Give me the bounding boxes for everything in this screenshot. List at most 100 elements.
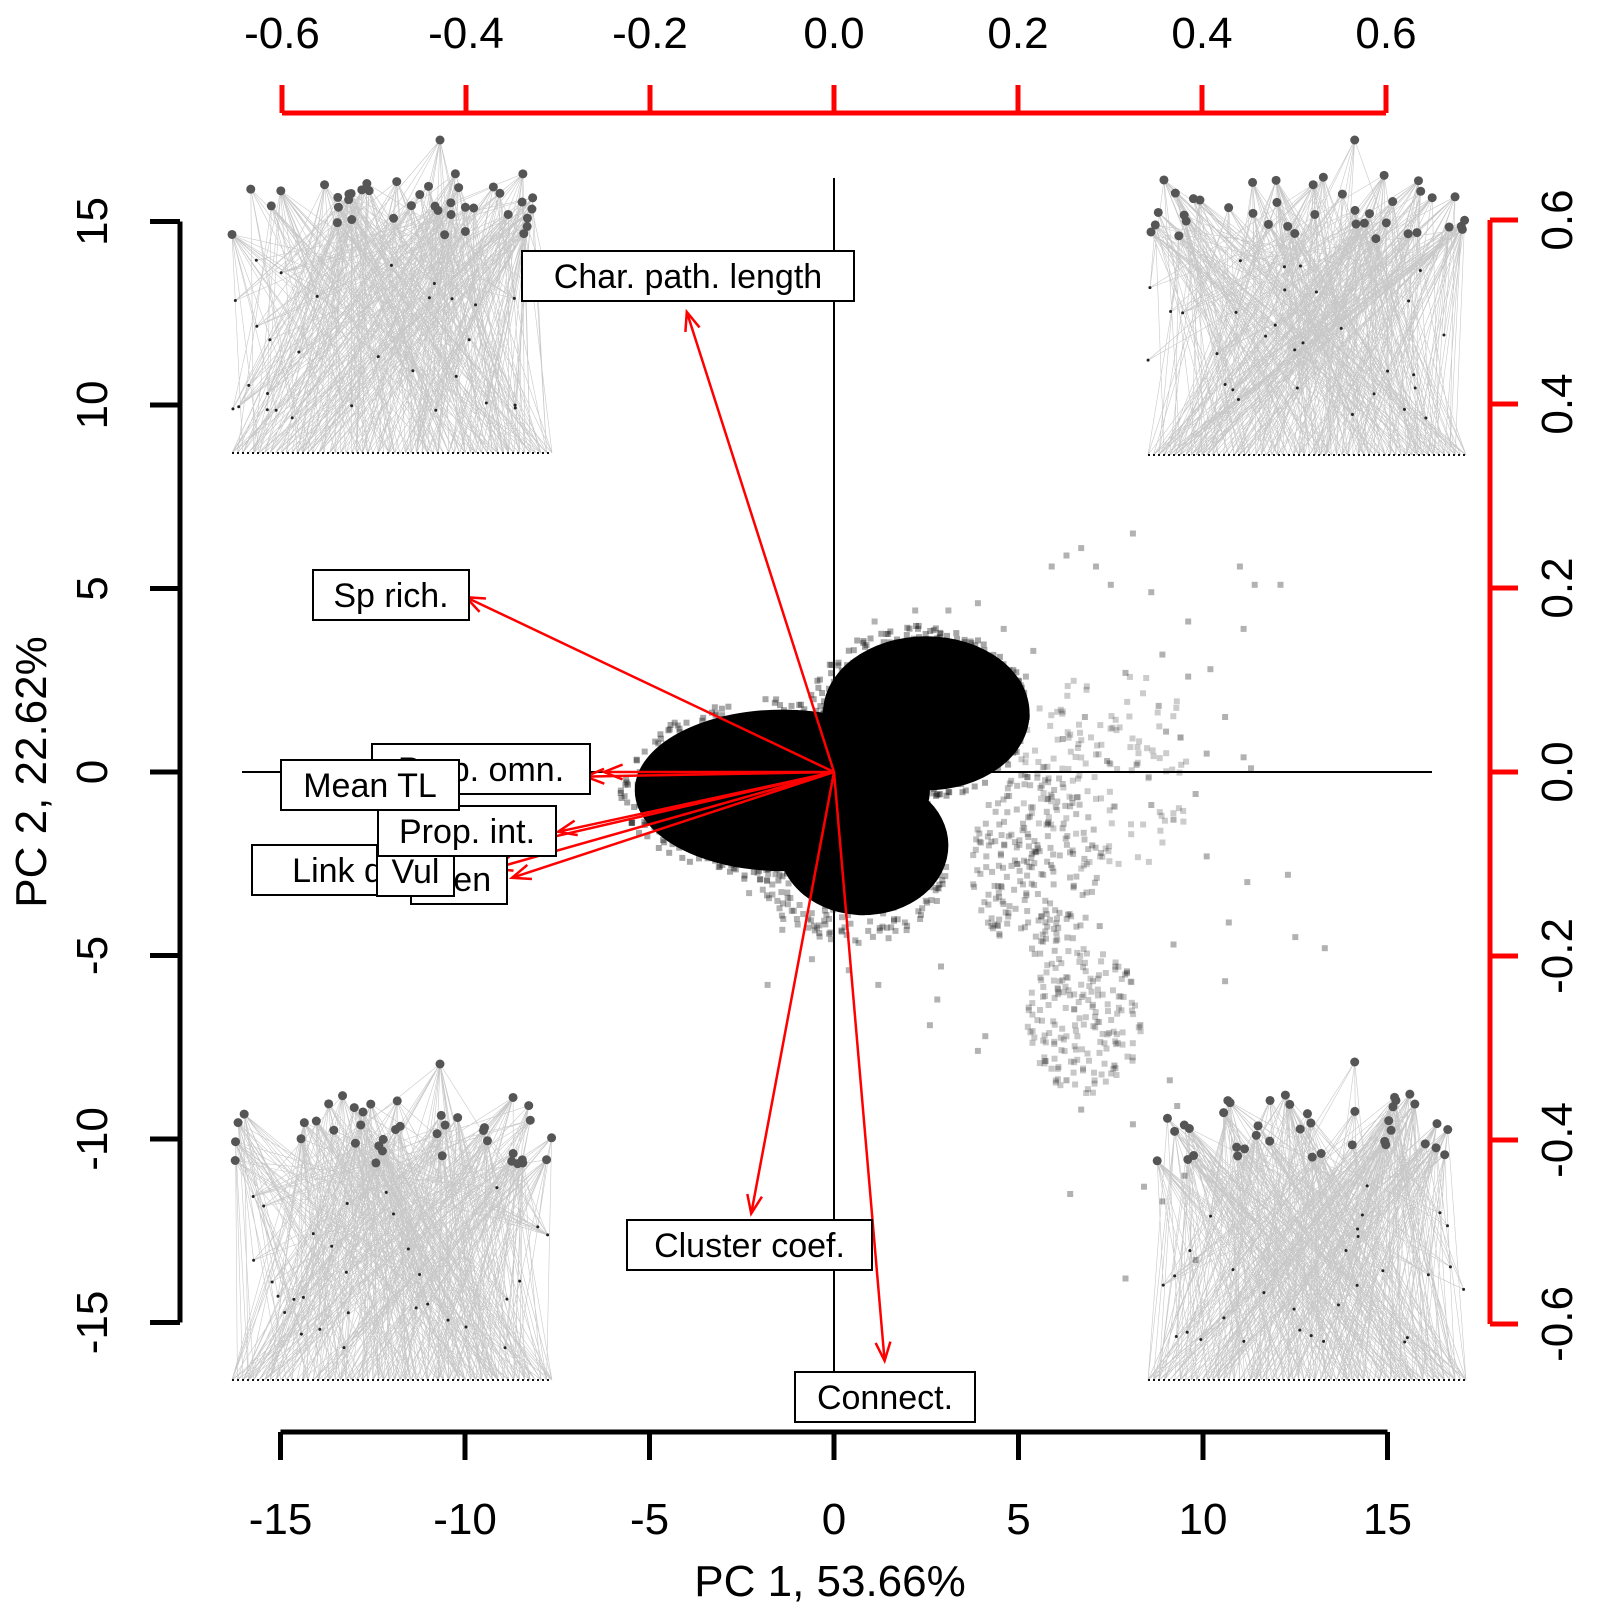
network-node (392, 1096, 402, 1106)
network-node (518, 169, 528, 179)
data-point (985, 901, 992, 908)
data-point (1098, 741, 1105, 748)
data-point (1026, 863, 1033, 870)
data-point (1058, 1047, 1065, 1054)
data-point (1063, 915, 1070, 922)
loading-arrowhead (684, 308, 701, 333)
network-node (474, 303, 478, 307)
data-point (1045, 779, 1052, 786)
data-point (869, 933, 876, 940)
data-point (1039, 931, 1046, 938)
data-point (1112, 716, 1119, 723)
data-point (1018, 756, 1025, 763)
data-point (985, 842, 992, 849)
network-node (391, 1125, 401, 1135)
network-node (276, 1294, 280, 1298)
data-point (1067, 874, 1073, 881)
data-point (1000, 796, 1007, 803)
data-point (1052, 937, 1059, 944)
data-point (1145, 773, 1152, 780)
data-point (778, 889, 785, 896)
data-point (1129, 1040, 1136, 1047)
data-point (808, 917, 814, 924)
loading-arrowhead (554, 819, 578, 837)
data-point (1025, 919, 1032, 926)
data-point (633, 757, 640, 764)
data-point (1135, 1024, 1142, 1031)
network-node (1292, 1307, 1296, 1311)
network-node (247, 383, 251, 387)
data-point (1175, 805, 1182, 812)
data-point (961, 636, 968, 643)
data-point (711, 704, 718, 711)
network-node (508, 1092, 518, 1102)
data-point (932, 887, 939, 894)
data-point (1092, 1009, 1099, 1016)
data-point (1008, 831, 1015, 838)
y-axis-title: PC 2, 22.62% (7, 636, 56, 908)
data-point (1036, 848, 1043, 855)
network-node (299, 1118, 309, 1128)
data-point (1085, 846, 1092, 853)
data-point (1097, 853, 1103, 860)
data-point (672, 791, 679, 797)
data-point (1094, 986, 1101, 993)
data-point (826, 915, 833, 922)
data-point (1052, 1077, 1059, 1084)
data-point (1123, 968, 1130, 975)
data-point (816, 922, 823, 929)
data-point (1052, 964, 1059, 971)
data-point (823, 912, 830, 918)
data-point (1022, 673, 1029, 680)
data-point (1064, 683, 1071, 689)
network-node (1336, 1303, 1340, 1307)
data-point (779, 926, 786, 933)
data-point (1088, 734, 1094, 741)
data-point (1114, 1040, 1121, 1047)
data-point (1106, 807, 1113, 814)
network-node (1412, 228, 1422, 238)
network-node (1308, 180, 1318, 190)
data-point (992, 838, 999, 845)
network-node (467, 338, 471, 342)
network-node (440, 1120, 450, 1130)
data-point (995, 766, 1002, 773)
data-point (862, 643, 868, 650)
network-node (547, 1133, 557, 1143)
data-point (1073, 830, 1080, 837)
data-point (719, 712, 726, 719)
data-point (938, 963, 944, 970)
data-point (1100, 951, 1106, 958)
data-point (1034, 1017, 1041, 1024)
data-point (828, 670, 835, 677)
data-point (1044, 763, 1051, 770)
data-point (944, 632, 950, 639)
data-point (989, 925, 996, 932)
data-point (718, 705, 725, 712)
data-point (1071, 1006, 1077, 1013)
network-node (488, 182, 498, 192)
data-point (1089, 1003, 1096, 1010)
network-node (358, 1107, 368, 1117)
data-point (1034, 891, 1041, 897)
data-point (628, 819, 635, 826)
loading-arrowhead (508, 863, 533, 881)
data-point (994, 922, 1001, 929)
data-point (1082, 760, 1089, 767)
network-node (364, 186, 374, 196)
data-point (1028, 854, 1035, 861)
data-point (917, 916, 924, 922)
data-point (1069, 847, 1076, 854)
data-point (876, 925, 883, 931)
network-node (338, 1091, 348, 1101)
network-node (1442, 333, 1446, 337)
data-point (1111, 1062, 1118, 1069)
data-point (1145, 775, 1152, 782)
loading-label-box (312, 569, 470, 621)
data-point (794, 921, 801, 928)
network-node (1290, 228, 1300, 238)
data-point (1071, 1006, 1078, 1013)
data-point (1051, 1055, 1058, 1062)
data-point (1065, 987, 1072, 994)
network-node (292, 1297, 296, 1301)
